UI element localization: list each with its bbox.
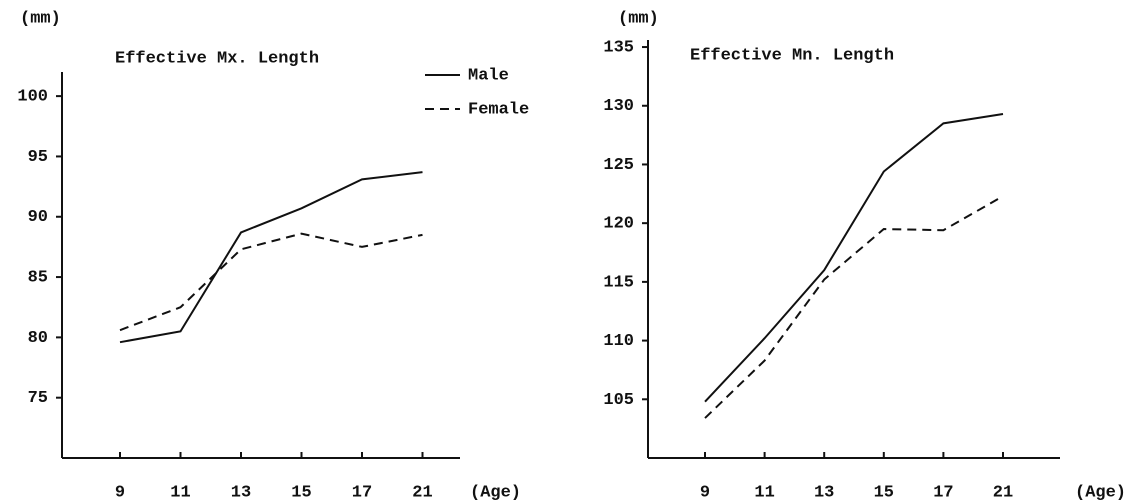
x-tick-label: 13 xyxy=(231,483,251,502)
legend-label: Male xyxy=(468,66,509,85)
y-tick-label: 80 xyxy=(28,329,48,348)
y-tick-label: 125 xyxy=(603,156,634,175)
y-unit: (mm) xyxy=(618,9,659,28)
series-line xyxy=(704,195,1004,419)
x-tick-label: 17 xyxy=(352,483,372,502)
y-tick-label: 90 xyxy=(28,208,48,227)
x-tick-label: 17 xyxy=(933,483,953,502)
y-tick-label: 100 xyxy=(17,88,48,107)
x-label: (Age) xyxy=(470,483,521,502)
x-tick-label: 11 xyxy=(170,483,190,502)
x-label: (Age) xyxy=(1075,483,1126,502)
y-tick-label: 135 xyxy=(603,39,634,58)
y-tick-label: 105 xyxy=(603,391,634,410)
legend-label: Female xyxy=(468,100,529,119)
y-tick-label: 115 xyxy=(603,273,634,292)
series-line xyxy=(119,232,423,332)
y-tick-label: 120 xyxy=(603,215,634,234)
series-line xyxy=(704,112,1004,403)
y-tick-label: 75 xyxy=(28,389,48,408)
x-tick-label: 15 xyxy=(874,483,894,502)
x-tick-label: 11 xyxy=(754,483,774,502)
y-tick-label: 110 xyxy=(603,332,634,351)
x-tick-label: 15 xyxy=(291,483,311,502)
y-unit: (mm) xyxy=(20,9,61,28)
x-tick-label: 21 xyxy=(993,483,1013,502)
x-tick-label: 9 xyxy=(700,483,710,502)
y-tick-label: 130 xyxy=(603,97,634,116)
series-line xyxy=(119,171,423,344)
y-tick-label: 85 xyxy=(28,269,48,288)
x-tick-label: 9 xyxy=(115,483,125,502)
chart-title: Effective Mn. Length xyxy=(690,46,894,65)
x-tick-label: 21 xyxy=(412,483,432,502)
chart-title: Effective Mx. Length xyxy=(115,49,319,68)
x-tick-label: 13 xyxy=(814,483,834,502)
y-tick-label: 95 xyxy=(28,148,48,167)
